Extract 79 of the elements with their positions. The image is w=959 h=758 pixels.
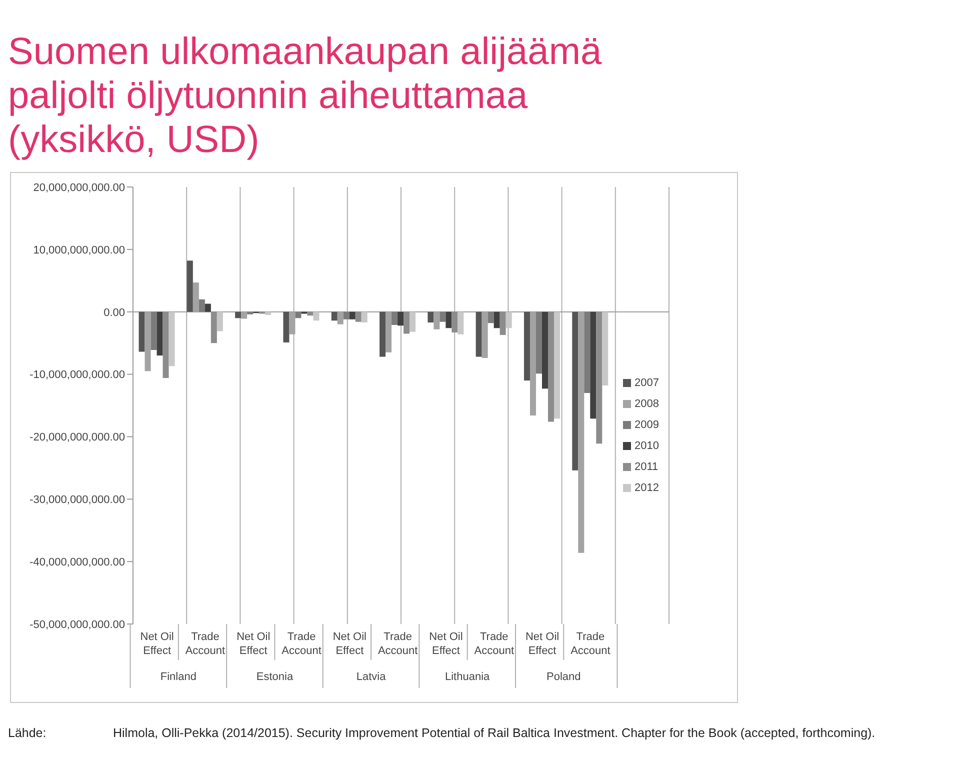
bar: [398, 312, 404, 326]
x-tick-label: Net Oil Effect: [332, 631, 366, 657]
bar: [554, 312, 560, 419]
x-tick-label: Net Oil Effect: [236, 631, 270, 657]
bar: [440, 312, 446, 322]
x-tick-label: Trade Account: [474, 631, 514, 657]
bar: [355, 312, 362, 322]
bar: [283, 312, 290, 342]
text: Latvia: [356, 671, 387, 683]
legend-label: 2010: [634, 440, 659, 452]
bar: [572, 312, 578, 470]
bar: [295, 312, 302, 318]
bar: [602, 312, 608, 386]
text: Lähde:: [8, 726, 48, 740]
bar: [349, 312, 356, 320]
bar: [590, 312, 596, 419]
bar: [198, 299, 205, 312]
bar: [361, 312, 368, 322]
bar: [500, 312, 506, 335]
bar: [410, 312, 416, 332]
bar: [313, 312, 320, 321]
y-tick-label: 10,000,000,000.00: [33, 244, 125, 256]
text: Estonia: [256, 671, 294, 683]
bar: [494, 312, 500, 328]
text: Finland: [160, 671, 196, 683]
bar: [596, 312, 602, 444]
legend-label: 2007: [634, 376, 659, 388]
bar: [210, 312, 217, 344]
bar: [542, 312, 548, 389]
bar: [506, 312, 512, 328]
bar: [548, 312, 554, 422]
bar: [307, 312, 314, 316]
bar: [150, 312, 157, 350]
bar: [584, 312, 590, 394]
legend-label: 2009: [634, 418, 659, 430]
y-tick-label: 20,000,000,000.00: [33, 182, 125, 194]
x-tick-label: Trade Account: [378, 631, 418, 657]
x-tick-label: Trade Account: [570, 631, 610, 657]
bar: [265, 312, 272, 315]
bar: [446, 312, 452, 328]
bar: [204, 304, 211, 312]
bar: [235, 312, 242, 318]
legend-label: 2012: [634, 482, 659, 494]
x-tick-label: Trade Account: [185, 631, 226, 657]
bar: [458, 312, 464, 334]
x-tick-label: Net Oil Effect: [429, 631, 463, 657]
bar: [380, 312, 386, 357]
text: Lithuania: [445, 671, 491, 683]
text: Poland: [546, 671, 581, 683]
bar: [476, 312, 482, 357]
bar: [392, 312, 398, 325]
legend-label: 2008: [634, 398, 659, 410]
chart-title: Suomen ulkomaankaupan alijäämä paljolti öljytuonnin aiheuttamaa (yksikkö, USD): [8, 30, 603, 162]
y-tick-label: -10,000,000,000.00: [30, 369, 125, 382]
x-tick-label: Net Oil Effect: [525, 631, 560, 657]
bar: [247, 312, 254, 314]
y-tick-label: -20,000,000,000.00: [30, 432, 125, 444]
bar: [331, 312, 338, 321]
bar: [343, 312, 350, 320]
bar: [536, 312, 542, 374]
bar: [138, 312, 145, 352]
bar: [488, 312, 494, 324]
bar: [524, 312, 530, 381]
bar: [168, 312, 175, 366]
y-tick-label: 0.00: [104, 306, 125, 319]
x-tick-label: Trade Account: [282, 631, 322, 657]
bar: [156, 312, 163, 356]
y-tick-label: -50,000,000,000.00: [30, 618, 125, 631]
bar: [452, 312, 458, 332]
bar: [404, 312, 410, 334]
legend-label: 2011: [634, 460, 658, 472]
bar: [162, 312, 169, 378]
x-tick-label: Net Oil Effect: [140, 631, 174, 657]
text: Hilmola, Olli-Pekka (2014/2015). Security Improvement Potential of Rail Baltica Investment. Chapter for the Book (accepted, forthcoming).: [113, 726, 876, 740]
y-tick-label: -40,000,000,000.00: [30, 556, 125, 568]
y-tick-label: -30,000,000,000.00: [30, 494, 125, 506]
bar: [428, 312, 434, 322]
bar: [186, 260, 193, 312]
bar: [216, 312, 223, 332]
